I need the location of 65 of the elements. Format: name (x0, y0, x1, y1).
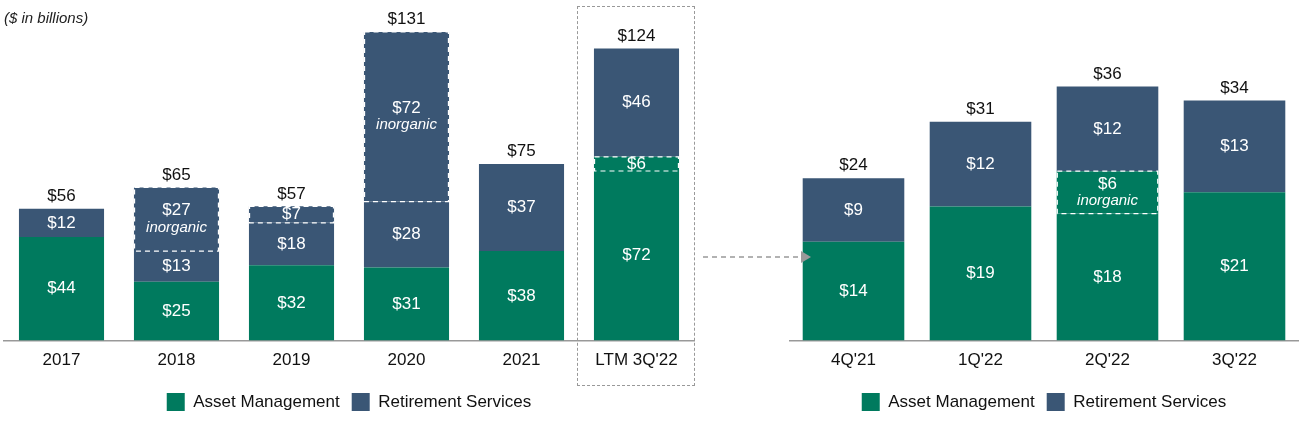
data-label: $32 (277, 292, 306, 312)
data-label: $72 inorganic (376, 97, 438, 133)
data-label: $12 (47, 212, 76, 232)
bar (802, 241, 905, 341)
bar (18, 208, 105, 237)
data-label: $12 (966, 153, 995, 173)
bar (802, 178, 905, 242)
x-tick-label: 2018 (157, 350, 196, 370)
x-tick-label: 4Q'21 (831, 350, 876, 370)
data-label: $6 (627, 153, 646, 173)
data-label: $72 (622, 245, 651, 265)
data-label: $12 (1093, 118, 1122, 138)
x-tick-label: 1Q'22 (958, 350, 1003, 370)
x-tick-label: 2019 (272, 350, 311, 370)
data-label: $21 (1220, 256, 1249, 276)
data-label: $38 (507, 285, 536, 305)
bar (248, 265, 335, 341)
data-label: $7 (282, 204, 301, 224)
data-label: $31 (392, 293, 421, 313)
bar (1056, 86, 1159, 172)
bar (478, 163, 565, 252)
chart-title: ($ in billions) (4, 9, 89, 27)
data-label: $13 (1220, 136, 1249, 156)
data-label: $37 (507, 197, 536, 217)
x-tick-label: 3Q'22 (1212, 350, 1257, 370)
data-label: $25 (162, 300, 191, 320)
total-label: $124 (617, 25, 656, 45)
total-label: $56 (47, 185, 76, 205)
total-label: $34 (1220, 77, 1249, 97)
total-label: $57 (277, 183, 306, 203)
bar (1183, 192, 1286, 341)
total-label: $131 (387, 9, 426, 29)
legend-label: Asset Management (193, 391, 340, 411)
x-tick-label: 2017 (42, 350, 81, 370)
total-label: $75 (507, 141, 536, 161)
bar (18, 236, 105, 341)
total-label: $65 (162, 164, 191, 184)
data-label: $6 inorganic (1077, 173, 1139, 209)
total-label: $31 (966, 98, 995, 118)
bar (478, 251, 565, 341)
bar (363, 267, 450, 341)
data-label: $46 (622, 92, 651, 112)
data-label: $14 (839, 280, 868, 300)
x-tick-label: LTM 3Q'22 (595, 350, 678, 370)
legend-label: Retirement Services (378, 391, 532, 411)
bar (133, 281, 220, 341)
data-label: $44 (47, 278, 76, 298)
bar (929, 206, 1032, 341)
bar (1183, 100, 1286, 193)
data-label: $18 (1093, 266, 1122, 286)
total-label: $24 (839, 155, 868, 175)
total-label: $36 (1093, 63, 1122, 83)
legend-label: Retirement Services (1073, 391, 1227, 411)
x-tick-label: 2Q'22 (1085, 350, 1130, 370)
data-label: $28 (392, 224, 421, 244)
data-label: $27 inorganic (146, 200, 208, 235)
x-tick-label: 2020 (387, 350, 426, 370)
bar (929, 121, 1032, 207)
data-label: $13 (162, 256, 191, 276)
bar (593, 48, 680, 157)
legend-label: Asset Management (888, 391, 1035, 411)
data-label: $18 (277, 233, 306, 253)
data-label: $9 (844, 199, 863, 219)
x-tick-label: 2021 (502, 350, 541, 370)
data-label: $19 (966, 263, 995, 283)
